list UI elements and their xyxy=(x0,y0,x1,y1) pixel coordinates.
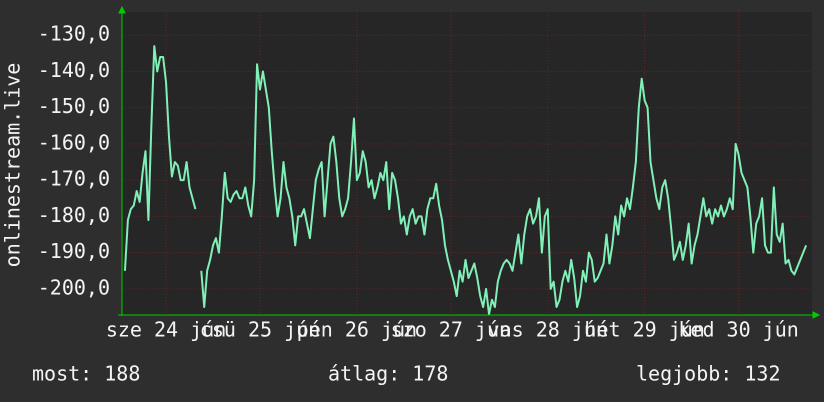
x-tick-label: ked 30 jún xyxy=(678,318,798,342)
y-tick-label: -130,0 xyxy=(38,22,110,46)
y-tick-label: -150,0 xyxy=(38,94,110,118)
y-tick-label: -180,0 xyxy=(38,203,110,227)
y-tick-label: -170,0 xyxy=(38,167,110,191)
y-tick-label: -140,0 xyxy=(38,58,110,82)
x-tick-label: vas 28 jún xyxy=(488,318,608,342)
x-tick-label: pén 26 jún xyxy=(297,318,417,342)
x-axis-arrow xyxy=(118,311,821,319)
y-tick-label: -200,0 xyxy=(38,275,110,299)
stat-best: legjobb: 132 xyxy=(636,362,781,386)
data-line xyxy=(123,45,808,316)
x-tick-label: hét 29 jún xyxy=(584,318,704,342)
y-tick-label: -160,0 xyxy=(38,130,110,154)
y-tick-label: -190,0 xyxy=(38,239,110,263)
y-axis-arrow xyxy=(118,5,126,316)
y-axis-title: onlinestream.live xyxy=(1,63,25,268)
x-tick-label: sze 24 jún xyxy=(106,318,226,342)
stat-average: átlag: 178 xyxy=(328,362,448,386)
x-tick-label: szo 27 jún xyxy=(391,318,511,342)
x-tick-label: csü 25 jún xyxy=(200,318,320,342)
stat-current: most: 188 xyxy=(32,362,140,386)
